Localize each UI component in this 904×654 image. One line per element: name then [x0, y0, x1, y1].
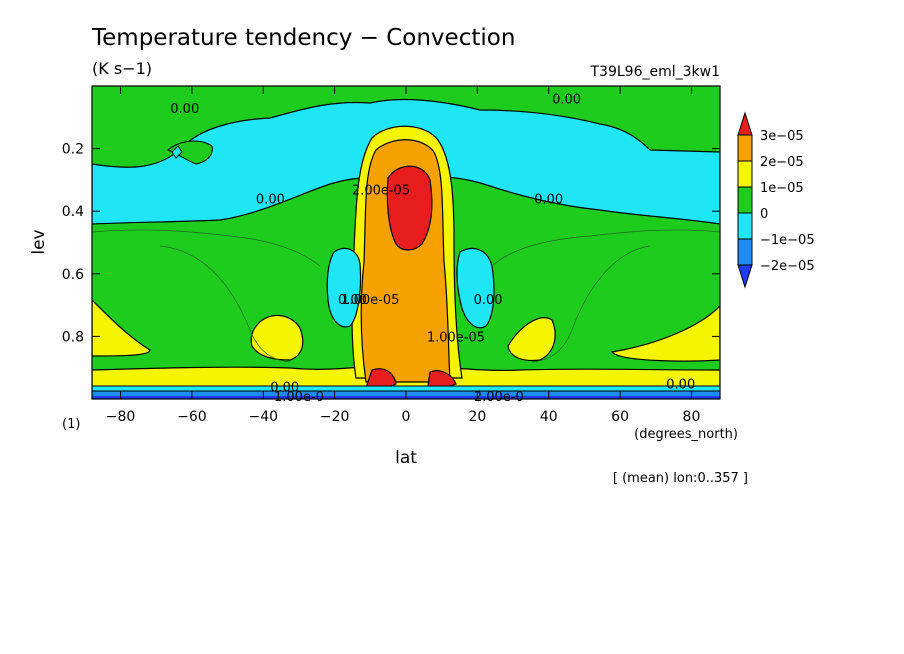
colorbar-segment — [737, 134, 753, 162]
x-tick-label: 20 — [468, 409, 486, 425]
contour-label: 0.00 — [338, 293, 367, 308]
y-tick-label: 0.4 — [62, 204, 84, 220]
colorbar-arrow-top — [737, 111, 753, 136]
contour-label: 1.00e-05 — [341, 293, 399, 308]
contour-label: 0.00 — [552, 93, 581, 108]
colorbar-segment — [737, 238, 753, 266]
contour-label: 0.00 — [256, 193, 285, 208]
contour-field — [92, 86, 720, 399]
colorbar-label: 3e−05 — [760, 129, 804, 144]
field-cyan-right-pocket — [456, 247, 495, 329]
colorbar-arrow-bottom — [737, 264, 753, 289]
field-yellow-left-lobe-2 — [250, 314, 304, 361]
colorbar-segment — [737, 160, 753, 188]
x-tick-label: −80 — [106, 409, 136, 425]
field-yellow-right-lobe — [507, 317, 556, 362]
colorbar-label: −2e−05 — [760, 259, 815, 274]
colorbar: 3e−05 2e−05 1e−05 0 −1e−05 −2e−05 — [737, 111, 815, 289]
y-axis-units: (1) — [62, 417, 80, 432]
field-yellow-right-lobe-2 — [610, 305, 720, 362]
y-tick-label: 0.6 — [62, 267, 84, 283]
field-yellow-left-lobe — [92, 299, 151, 357]
y-axis-label: lev — [29, 229, 49, 254]
y-tick-label: 0.2 — [62, 142, 84, 158]
contour-label: 0.00 — [170, 102, 199, 117]
contour-label: 1.00e-0 — [274, 390, 324, 405]
contour-label: 2.00e-05 — [352, 183, 410, 198]
x-tick-label: 60 — [611, 409, 629, 425]
contour-label: 2.00e-0 — [474, 390, 524, 405]
colorbar-segment — [737, 212, 753, 240]
colorbar-label: −1e−05 — [760, 233, 815, 248]
y-tick-label: 0.8 — [62, 329, 84, 345]
colorbar-segment — [737, 186, 753, 214]
colorbar-label: 1e−05 — [760, 181, 804, 196]
y-axis: 0.2 0.4 0.6 0.8 — [62, 142, 720, 345]
colorbar-label: 2e−05 — [760, 155, 804, 170]
footer-note: [ (mean) lon:0..357 ] — [613, 471, 748, 486]
contour-label: 0.00 — [534, 193, 563, 208]
chart-units: (K s−1) — [92, 59, 152, 78]
contour-label: 0.00 — [666, 377, 695, 392]
field-red-upper-core — [386, 165, 433, 251]
run-label: T39L96_eml_3kw1 — [590, 64, 721, 80]
contour-label: 1.00e-05 — [427, 330, 485, 345]
contour-label: 0.00 — [474, 293, 503, 308]
x-axis: −80 −60 −40 −20 0 20 40 60 80 — [106, 86, 701, 425]
x-tick-label: 40 — [540, 409, 558, 425]
x-axis-label: lat — [395, 448, 417, 468]
x-tick-label: −40 — [248, 409, 278, 425]
colorbar-label: 0 — [760, 207, 768, 222]
contour-label: 0.00 — [270, 380, 299, 395]
x-tick-label: −20 — [320, 409, 350, 425]
field-surface-cyan — [92, 386, 720, 391]
field-thin-contours — [92, 229, 720, 363]
contour-labels: 0.000.000.00 0.002.00e-051.00e-050.001.00… — [170, 93, 695, 405]
x-tick-label: −60 — [177, 409, 207, 425]
chart-title: Temperature tendency − Convection — [91, 25, 515, 51]
field-cyan-left-pocket — [326, 247, 362, 328]
x-tick-label: 80 — [683, 409, 701, 425]
x-axis-units: (degrees_north) — [634, 427, 738, 442]
field-small-patch — [171, 145, 183, 159]
x-tick-label: 0 — [402, 409, 411, 425]
